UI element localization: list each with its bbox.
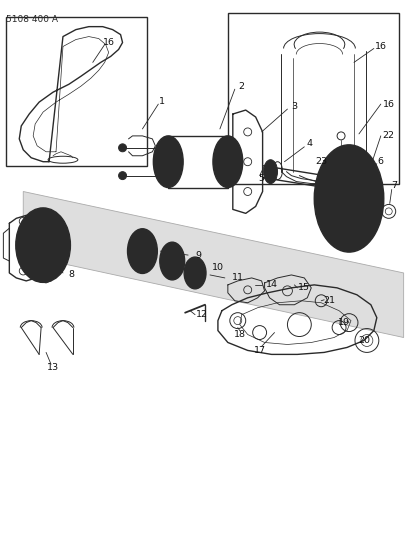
Text: 5108 400 A: 5108 400 A: [7, 15, 58, 23]
Text: 8: 8: [68, 270, 74, 279]
Ellipse shape: [16, 208, 70, 282]
Text: 2: 2: [238, 82, 244, 91]
Ellipse shape: [127, 229, 157, 273]
Text: 4: 4: [306, 139, 312, 148]
Text: 18: 18: [233, 330, 245, 339]
Text: 16: 16: [374, 42, 386, 51]
Text: 22: 22: [382, 132, 394, 140]
Text: 9: 9: [195, 251, 200, 260]
FancyBboxPatch shape: [7, 17, 147, 166]
Text: 11: 11: [231, 273, 243, 282]
Text: 10: 10: [211, 263, 223, 272]
Ellipse shape: [263, 160, 277, 183]
Text: 3: 3: [291, 102, 297, 110]
Circle shape: [118, 172, 126, 180]
Text: 23: 23: [315, 157, 326, 166]
Text: 7: 7: [390, 181, 396, 190]
Circle shape: [118, 144, 126, 152]
Text: 13: 13: [47, 363, 59, 372]
Ellipse shape: [212, 136, 242, 188]
Text: 21: 21: [322, 296, 334, 305]
Text: 20: 20: [357, 336, 369, 345]
Polygon shape: [23, 191, 402, 337]
Text: 15: 15: [298, 284, 310, 293]
Text: 19: 19: [337, 318, 349, 327]
Text: 16: 16: [102, 38, 115, 47]
Text: 17: 17: [253, 346, 265, 355]
Ellipse shape: [160, 242, 184, 280]
Ellipse shape: [153, 136, 183, 188]
Text: 6: 6: [377, 157, 383, 166]
Ellipse shape: [184, 257, 205, 289]
Text: 1: 1: [159, 96, 165, 106]
Text: 12: 12: [196, 310, 207, 319]
FancyBboxPatch shape: [227, 13, 398, 183]
Text: 14: 14: [265, 280, 277, 289]
Text: 5: 5: [258, 174, 264, 183]
Ellipse shape: [313, 145, 383, 252]
Text: 16: 16: [382, 100, 394, 109]
